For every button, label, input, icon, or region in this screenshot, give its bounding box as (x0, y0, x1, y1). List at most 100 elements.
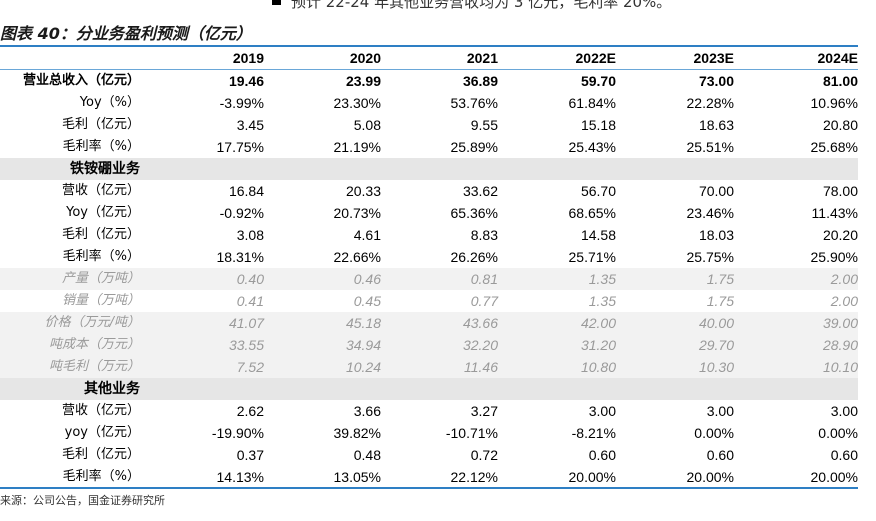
value-cell: 3.27 (470, 403, 498, 419)
value-cell: 0.77 (470, 293, 498, 309)
value-cell: 43.66 (381, 312, 498, 334)
value-cell: 10.30 (616, 356, 734, 378)
value-cell: 2.62 (236, 403, 264, 419)
section-fill (152, 378, 858, 400)
value-cell: 22.28% (686, 95, 734, 111)
table-title: 图表 40：分业务盈利预测（亿元） (0, 24, 252, 43)
table-row: 毛利率（%） 14.13% 13.05% 22.12% 20.00% 20.00% 20.0… (0, 466, 858, 488)
row-label: 营业总收入（亿元） (22, 73, 140, 88)
value-cell: 45.18 (264, 312, 381, 334)
value-cell: 20.00% (810, 469, 858, 485)
value-cell: 33.62 (462, 183, 498, 199)
table-row: yoy（亿元） -19.90% 39.82% -10.71% -8.21% 0.00% 0.… (0, 422, 858, 444)
value-cell: 1.75 (616, 268, 734, 290)
value-cell: 0.60 (588, 447, 616, 463)
value-cell: 3.00 (588, 403, 616, 419)
value-cell: 25.89% (450, 139, 498, 155)
row-label: 毛利率（%） (62, 139, 140, 154)
section-row: 其他业务 (0, 378, 858, 400)
value-cell: 1.35 (498, 268, 616, 290)
value-cell: 11.43% (811, 205, 858, 221)
value-cell: 20.00% (686, 469, 734, 485)
value-cell: 23.30% (333, 95, 381, 111)
value-cell: 14.13% (216, 469, 264, 485)
table-row: 毛利（亿元） 3.45 5.08 9.55 15.18 18.63 20.80 (0, 114, 858, 136)
value-cell: 23.46% (686, 205, 734, 221)
value-cell: 22.66% (333, 249, 381, 265)
value-cell: 11.46 (381, 356, 498, 378)
value-cell: 0.40 (152, 268, 264, 290)
value-cell: 10.96% (810, 95, 858, 111)
row-label: 营收（亿元） (61, 403, 140, 418)
value-cell: 7.52 (152, 356, 264, 378)
value-cell: 22.12% (450, 469, 498, 485)
value-cell: 39.82% (333, 425, 381, 441)
row-label: 毛利率（%） (62, 249, 140, 264)
top-note-text: 预计 22-24 年其他业务营收均为 3 亿元，毛利率 20%。 (291, 0, 672, 11)
value-cell: 68.65% (568, 205, 616, 221)
row-label: yoy（亿元） (64, 425, 140, 440)
row-label: 销量（万吨） (61, 293, 140, 308)
value-cell: 3.00 (830, 403, 858, 419)
header-cell: 2019 (152, 47, 264, 70)
value-cell: 19.46 (228, 73, 264, 89)
table-row: 价格（万元/吨） 41.07 45.18 43.66 42.00 40.00 39.00 (0, 312, 858, 334)
value-cell: 61.84% (568, 95, 616, 111)
value-cell: 25.43% (568, 139, 616, 155)
value-cell: 3.45 (236, 117, 264, 133)
value-cell: 18.63 (698, 117, 734, 133)
value-cell: 16.84 (228, 183, 264, 199)
value-cell: 78.00 (822, 183, 858, 199)
value-cell: 20.80 (822, 117, 858, 133)
value-cell: 13.05% (333, 469, 381, 485)
value-cell: 0.41 (236, 293, 264, 309)
row-label: 营收（亿元） (61, 183, 140, 198)
row-label: 产量（万吨） (0, 268, 152, 290)
row-label: 毛利（亿元） (61, 227, 140, 242)
value-cell: 39.00 (734, 312, 858, 334)
value-cell: 0.00% (818, 425, 858, 441)
value-cell: 0.60 (706, 447, 734, 463)
row-label: 毛利（亿元） (61, 447, 140, 462)
value-cell: 2.00 (830, 293, 858, 309)
top-note: 预计 22-24 年其他业务营收均为 3 亿元，毛利率 20%。 (272, 0, 671, 12)
value-cell: 25.51% (686, 139, 734, 155)
value-cell: 17.75% (216, 139, 264, 155)
value-cell: 20.00% (568, 469, 616, 485)
value-cell: 36.89 (462, 73, 498, 89)
value-cell: 0.45 (353, 293, 381, 309)
value-cell: 25.68% (810, 139, 858, 155)
value-cell: 2.00 (734, 268, 858, 290)
row-label: Yoy（%） (79, 95, 140, 110)
table-row: 吨毛利（万元） 7.52 10.24 11.46 10.80 10.30 10.10 (0, 356, 858, 378)
value-cell: 18.03 (698, 227, 734, 243)
value-cell: 21.19% (333, 139, 381, 155)
value-cell: 32.20 (381, 334, 498, 356)
value-cell: 20.33 (345, 183, 381, 199)
value-cell: 10.10 (734, 356, 858, 378)
header-cell: 2022E (498, 47, 616, 70)
value-cell: 3.66 (353, 403, 381, 419)
value-cell: -19.90% (211, 425, 264, 441)
value-cell: 8.83 (470, 227, 498, 243)
value-cell: 0.48 (353, 447, 381, 463)
value-cell: 25.75% (686, 249, 734, 265)
table-row: 销量（万吨） 0.41 0.45 0.77 1.35 1.75 2.00 (0, 290, 858, 312)
row-label: 吨成本（万元） (0, 334, 152, 356)
value-cell: 0.46 (264, 268, 381, 290)
value-cell: -3.99% (219, 95, 264, 111)
header-cell: 2024E (734, 47, 858, 70)
header-cell (0, 47, 152, 70)
value-cell: 3.00 (706, 403, 734, 419)
header-cell: 2020 (264, 47, 381, 70)
value-cell: 18.31% (216, 249, 264, 265)
section-label: 铁铵硼业务 (0, 158, 152, 180)
value-cell: 56.70 (580, 183, 616, 199)
value-cell: 59.70 (580, 73, 616, 89)
value-cell: 65.36% (450, 205, 498, 221)
value-cell: 0.81 (381, 268, 498, 290)
value-cell: 40.00 (616, 312, 734, 334)
source-note: 来源：公司公告，国金证券研究所 (0, 494, 165, 507)
value-cell: 1.35 (588, 293, 616, 309)
row-label: 吨毛利（万元） (0, 356, 152, 378)
